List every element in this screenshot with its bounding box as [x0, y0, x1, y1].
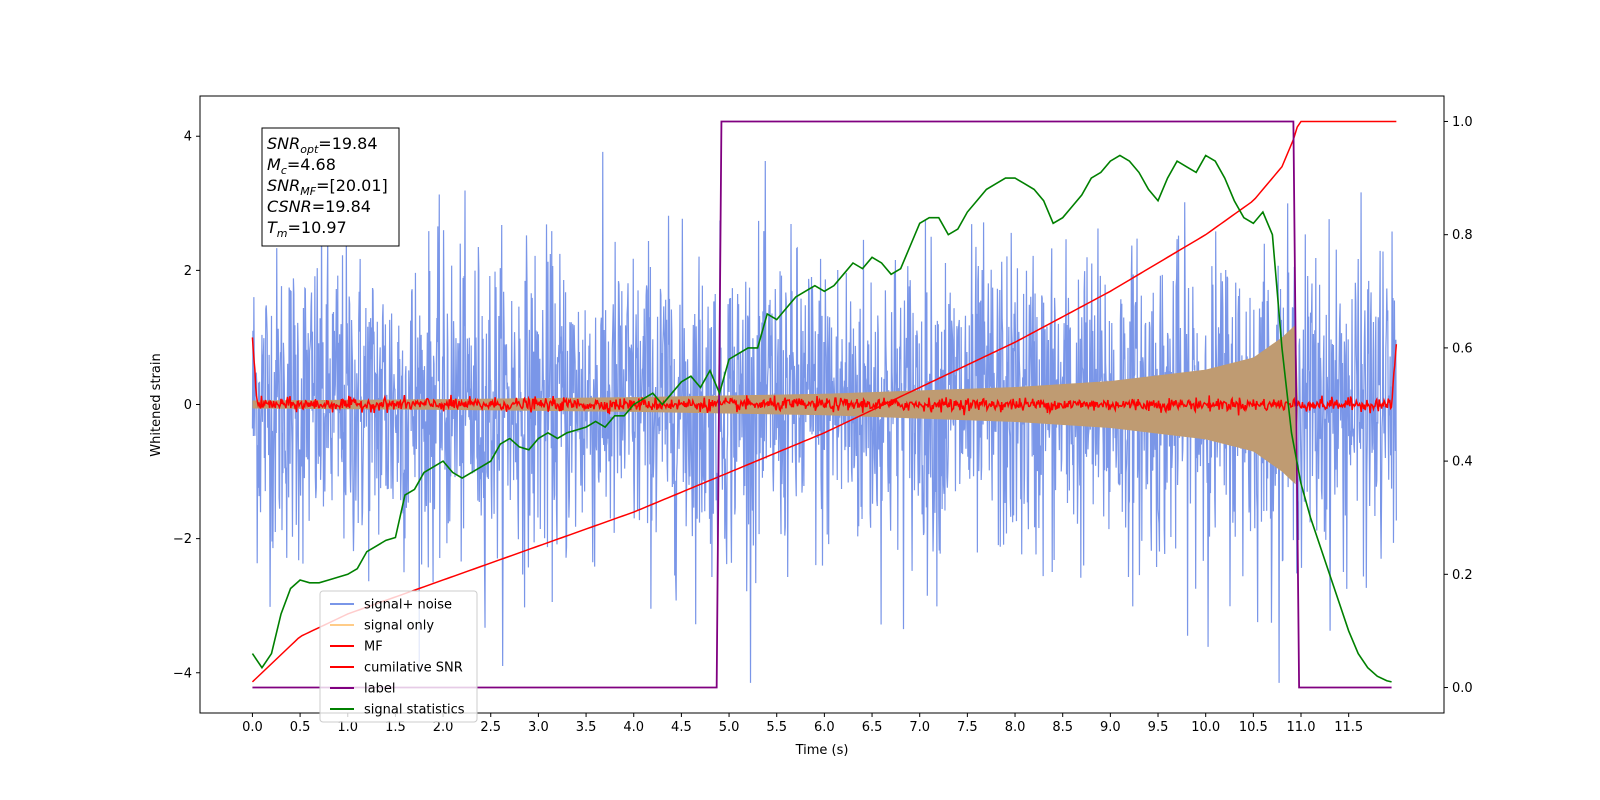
legend-frame	[319, 590, 478, 723]
y-axis-label: Whitened strain	[149, 353, 164, 456]
x-tick-label: 6.0	[814, 720, 835, 735]
annotation-snr-opt: SNRopt=19.84	[267, 134, 378, 156]
y-tick-label: 4	[184, 130, 192, 145]
x-tick-label: 5.0	[719, 720, 740, 735]
x-axis: 0.0 0.5 1.0 1.5 2.0 2.5 3.0 3.5 4.0 4.5 5.0 5.5 6.0 6…	[242, 713, 1363, 735]
x-axis-label: Time (s)	[795, 743, 849, 758]
x-tick-label: 11.0	[1287, 720, 1316, 735]
x-tick-label: 0.5	[290, 720, 311, 735]
y-tick-label: 0	[184, 398, 192, 413]
y2-tick-label: 0.0	[1452, 681, 1473, 696]
x-tick-label: 7.5	[957, 720, 978, 735]
legend-label: signal only	[364, 619, 434, 634]
y-axis-right: 0.0 0.2 0.4 0.6 0.8 1.0	[1444, 115, 1473, 696]
y2-tick-label: 0.4	[1452, 455, 1473, 470]
y2-tick-label: 1.0	[1452, 115, 1473, 130]
series-label	[252, 120, 1392, 689]
y-axis-left: −4 −2 0 2 4	[173, 130, 200, 681]
legend-label: signal+ noise	[364, 598, 452, 613]
x-tick-label: 2.5	[480, 720, 501, 735]
series-signal-statistics	[251, 154, 1392, 683]
x-tick-label: 11.5	[1334, 720, 1363, 735]
annotation-mc: Mc=4.68	[267, 155, 336, 177]
x-tick-label: 5.5	[766, 720, 787, 735]
x-tick-label: 10.0	[1191, 720, 1220, 735]
x-tick-label: 3.5	[576, 720, 597, 735]
x-tick-label: 1.5	[385, 720, 406, 735]
annotation-tm: Tm=10.97	[267, 218, 347, 240]
annotation-snr-mf: SNRMF=[20.01]	[267, 176, 388, 198]
x-tick-label: 4.5	[671, 720, 692, 735]
annotation-box: SNRopt=19.84 Mc=4.68 SNRMF=[20.01] CSNR=…	[261, 127, 400, 247]
x-tick-label: 8.5	[1052, 720, 1073, 735]
x-tick-label: 0.0	[242, 720, 263, 735]
x-tick-label: 9.5	[1148, 720, 1169, 735]
x-tick-label: 8.0	[1005, 720, 1026, 735]
legend-label: cumilative SNR	[364, 661, 463, 676]
legend-label: MF	[364, 640, 383, 655]
y-tick-label: 2	[184, 264, 192, 279]
series-cumulative-snr	[251, 120, 1397, 683]
legend: signal+ noise signal only MF cumilative SNR…	[319, 590, 478, 723]
x-tick-label: 1.0	[337, 720, 358, 735]
x-tick-label: 7.0	[909, 720, 930, 735]
x-tick-label: 2.0	[433, 720, 454, 735]
x-tick-label: 9.0	[1100, 720, 1121, 735]
annotation-csnr: CSNR=19.84	[267, 197, 371, 216]
y2-tick-label: 0.2	[1452, 568, 1473, 583]
y-tick-label: −2	[173, 532, 192, 547]
plot-area	[251, 120, 1398, 689]
x-tick-label: 6.5	[862, 720, 883, 735]
legend-label: signal statistics	[364, 703, 465, 718]
x-tick-label: 4.0	[623, 720, 644, 735]
annotation-frame	[261, 127, 400, 247]
y2-tick-label: 0.8	[1452, 228, 1473, 243]
series-mf	[251, 337, 1398, 416]
x-tick-label: 3.0	[528, 720, 549, 735]
y-tick-label: −4	[173, 666, 192, 681]
x-tick-label: 10.5	[1239, 720, 1268, 735]
y2-tick-label: 0.6	[1452, 341, 1473, 356]
legend-label: label	[364, 682, 395, 697]
